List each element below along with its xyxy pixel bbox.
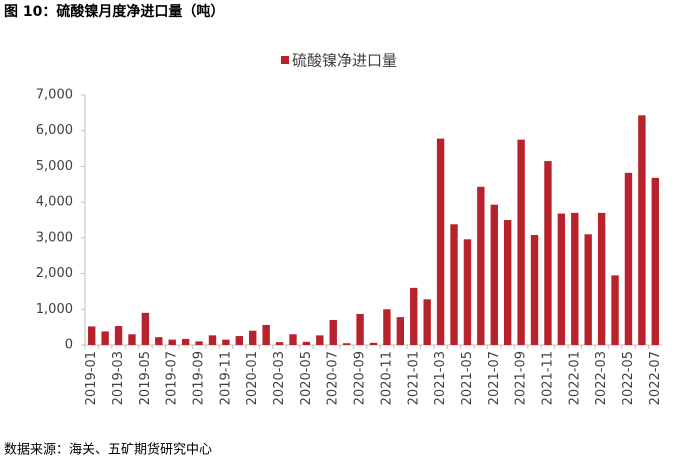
bar	[517, 139, 525, 345]
x-tick-label: 2019-01	[84, 351, 99, 405]
x-tick-label: 2020-07	[326, 351, 341, 405]
bar	[490, 204, 498, 345]
bar	[222, 339, 230, 345]
x-tick-label: 2022-05	[621, 351, 636, 405]
bar	[342, 343, 351, 345]
bar	[450, 224, 458, 345]
y-tick-label: 5,000	[36, 159, 73, 174]
legend-swatch	[281, 56, 289, 64]
x-tick-label: 2021-09	[514, 351, 529, 405]
bar	[235, 336, 244, 345]
bar	[356, 313, 364, 345]
chart-title: 图 10：硫酸镍月度净进口量（吨）	[4, 3, 224, 20]
x-tick-label: 2019-05	[138, 351, 153, 405]
source: 数据来源：海关、五矿期货研究中心	[4, 442, 212, 458]
bar	[544, 161, 552, 345]
x-tick-label: 2021-01	[406, 351, 421, 405]
bar	[436, 138, 445, 345]
bar	[316, 335, 324, 345]
bar	[275, 342, 284, 345]
bar	[410, 287, 418, 345]
bar	[289, 334, 297, 345]
x-tick-label: 2020-11	[379, 351, 394, 405]
bar	[329, 320, 337, 345]
bar	[463, 239, 472, 345]
y-tick-label: 0	[65, 338, 73, 353]
bar	[503, 220, 512, 345]
bar	[383, 309, 391, 345]
bar	[249, 330, 257, 345]
bar	[168, 339, 176, 345]
bar	[141, 312, 150, 345]
bar	[195, 341, 203, 345]
y-tick-label: 1,000	[36, 302, 73, 317]
bar	[571, 212, 579, 345]
x-tick-label: 2020-03	[272, 351, 287, 405]
x-tick-label: 2021-07	[487, 351, 502, 405]
bar	[262, 325, 270, 345]
x-tick-label: 2021-05	[460, 351, 475, 405]
bar	[302, 341, 311, 345]
x-tick-label: 2021-03	[433, 351, 448, 405]
bar	[114, 326, 123, 345]
y-tick-label: 6,000	[36, 123, 73, 138]
x-tick-label: 2019-09	[192, 351, 207, 405]
bar	[624, 172, 633, 345]
x-tick-label: 2019-07	[165, 351, 180, 405]
y-tick-label: 7,000	[36, 88, 73, 103]
bar	[128, 334, 136, 345]
bar	[423, 299, 431, 345]
bar	[155, 337, 163, 345]
bar	[181, 338, 190, 345]
bar	[638, 115, 646, 345]
bar	[597, 212, 606, 345]
x-tick-label: 2019-11	[218, 351, 233, 405]
x-tick-label: 2020-09	[353, 351, 368, 405]
bar	[530, 235, 539, 345]
bar	[584, 234, 592, 345]
x-tick-label: 2022-07	[648, 351, 663, 405]
x-tick-label: 2022-01	[567, 351, 582, 405]
x-tick-label: 2020-01	[245, 351, 260, 405]
x-tick-label: 2021-11	[540, 351, 555, 405]
bar	[477, 186, 485, 345]
x-tick-label: 2019-03	[111, 351, 126, 405]
bar	[396, 317, 405, 345]
x-tick-label: 2022-03	[594, 351, 609, 405]
bar	[101, 331, 109, 345]
y-tick-label: 3,000	[36, 230, 73, 245]
bar	[369, 342, 378, 345]
bar	[557, 213, 566, 345]
bar	[208, 335, 217, 345]
bar	[651, 177, 659, 345]
legend-label: 硫酸镍净进口量	[292, 52, 397, 70]
y-tick-label: 4,000	[36, 195, 73, 210]
y-tick-label: 2,000	[36, 266, 73, 281]
bar	[611, 275, 619, 345]
x-tick-label: 2020-05	[299, 351, 314, 405]
bar	[88, 326, 96, 345]
